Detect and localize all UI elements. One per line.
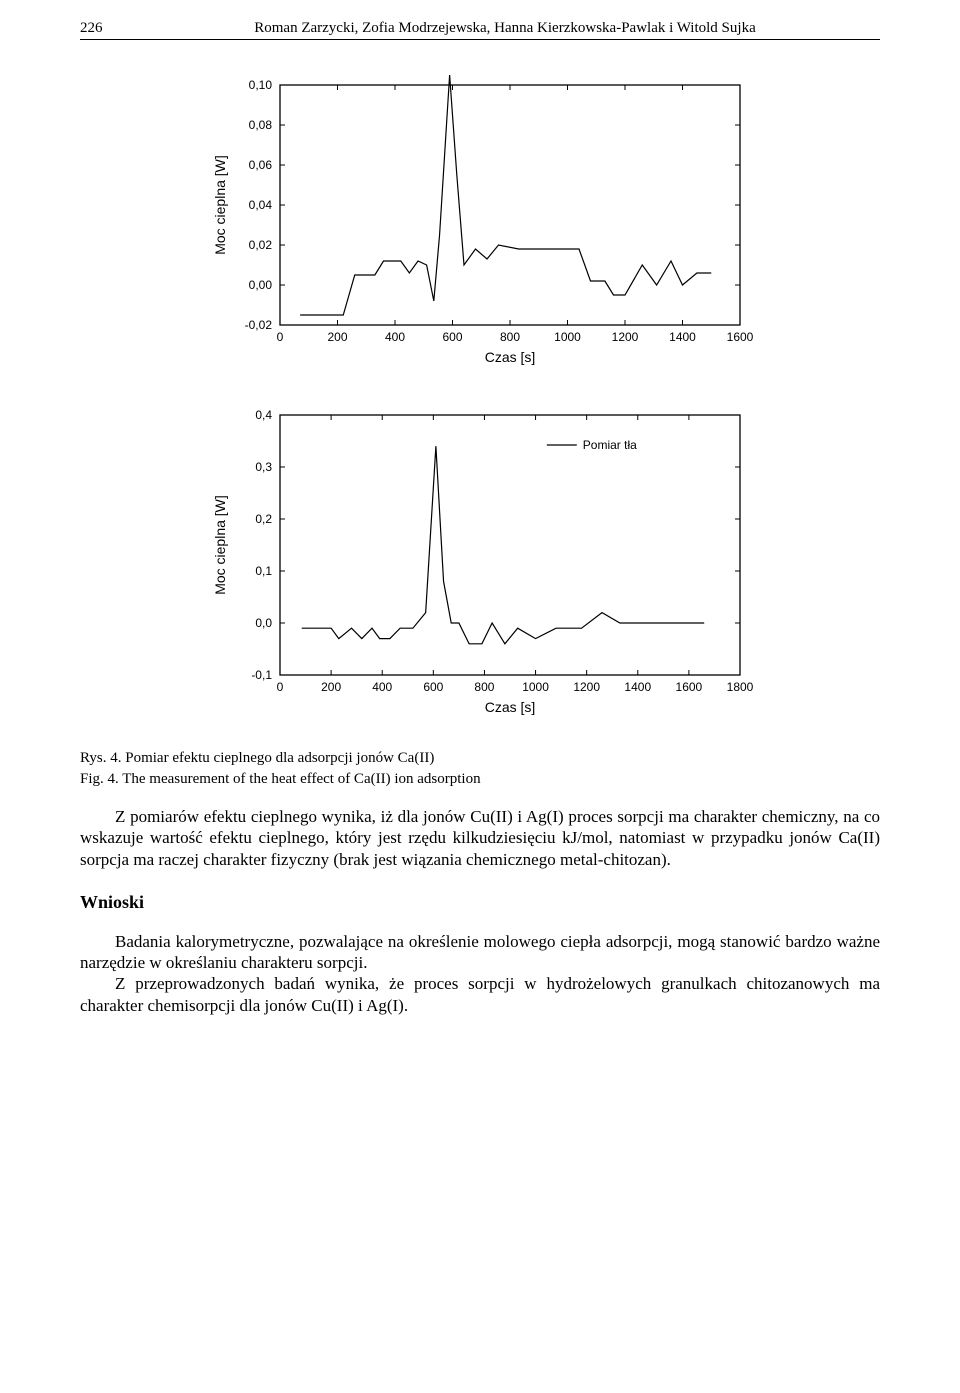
caption-pl: Rys. 4. Pomiar efektu cieplnego dla adso… — [80, 750, 880, 767]
svg-text:0,1: 0,1 — [255, 564, 272, 578]
page-number: 226 — [80, 20, 130, 37]
svg-text:400: 400 — [372, 680, 392, 694]
svg-text:1200: 1200 — [573, 680, 600, 694]
svg-text:Czas [s]: Czas [s] — [485, 349, 536, 365]
svg-text:Pomiar tła: Pomiar tła — [583, 438, 637, 452]
wnioski-heading: Wnioski — [80, 892, 880, 913]
svg-text:600: 600 — [442, 330, 462, 344]
svg-text:-0,02: -0,02 — [245, 318, 273, 332]
chart2: 0 200 400 600 800 1000 1200 1400 1600 1800 -0,1 0,0… — [200, 400, 760, 720]
svg-text:Moc cieplna [W]: Moc cieplna [W] — [212, 155, 228, 255]
svg-text:0,02: 0,02 — [249, 238, 273, 252]
svg-text:0,3: 0,3 — [255, 460, 272, 474]
svg-text:1200: 1200 — [612, 330, 639, 344]
svg-text:400: 400 — [385, 330, 405, 344]
svg-text:0: 0 — [277, 680, 284, 694]
paragraph-1: Z pomiarów efektu cieplnego wynika, iż d… — [80, 806, 880, 870]
paragraph-2: Badania kalorymetryczne, pozwalające na … — [80, 931, 880, 974]
chart1-wrapper: 0 200 400 600 800 1000 1200 1400 1600 -0,02 0,00 0,… — [80, 70, 880, 370]
svg-text:0,2: 0,2 — [255, 512, 272, 526]
svg-text:200: 200 — [327, 330, 347, 344]
chart2-wrapper: 0 200 400 600 800 1000 1200 1400 1600 1800 -0,1 0,0… — [80, 400, 880, 720]
svg-text:0,10: 0,10 — [249, 78, 273, 92]
svg-text:1400: 1400 — [624, 680, 651, 694]
svg-text:1000: 1000 — [522, 680, 549, 694]
svg-text:0,00: 0,00 — [249, 278, 273, 292]
svg-text:800: 800 — [500, 330, 520, 344]
svg-text:0,06: 0,06 — [249, 158, 273, 172]
chart1: 0 200 400 600 800 1000 1200 1400 1600 -0,02 0,00 0,… — [200, 70, 760, 370]
svg-text:1000: 1000 — [554, 330, 581, 344]
svg-text:1600: 1600 — [676, 680, 703, 694]
svg-text:0,0: 0,0 — [255, 616, 272, 630]
page-header: 226 Roman Zarzycki, Zofia Modrzejewska, … — [80, 20, 880, 40]
paragraph-3: Z przeprowadzonych badań wynika, że proc… — [80, 973, 880, 1016]
caption-en: Fig. 4. The measurement of the heat effe… — [80, 771, 880, 788]
svg-text:1400: 1400 — [669, 330, 696, 344]
svg-text:1600: 1600 — [727, 330, 754, 344]
page-container: 226 Roman Zarzycki, Zofia Modrzejewska, … — [0, 0, 960, 1056]
svg-text:Moc cieplna [W]: Moc cieplna [W] — [212, 495, 228, 595]
svg-text:0,08: 0,08 — [249, 118, 273, 132]
header-authors: Roman Zarzycki, Zofia Modrzejewska, Hann… — [130, 20, 880, 37]
svg-text:Czas [s]: Czas [s] — [485, 699, 536, 715]
svg-text:1800: 1800 — [727, 680, 754, 694]
svg-text:0,4: 0,4 — [255, 408, 272, 422]
svg-text:800: 800 — [474, 680, 494, 694]
svg-text:200: 200 — [321, 680, 341, 694]
svg-text:0,04: 0,04 — [249, 198, 273, 212]
svg-text:600: 600 — [423, 680, 443, 694]
svg-text:0: 0 — [277, 330, 284, 344]
svg-text:-0,1: -0,1 — [251, 668, 272, 682]
